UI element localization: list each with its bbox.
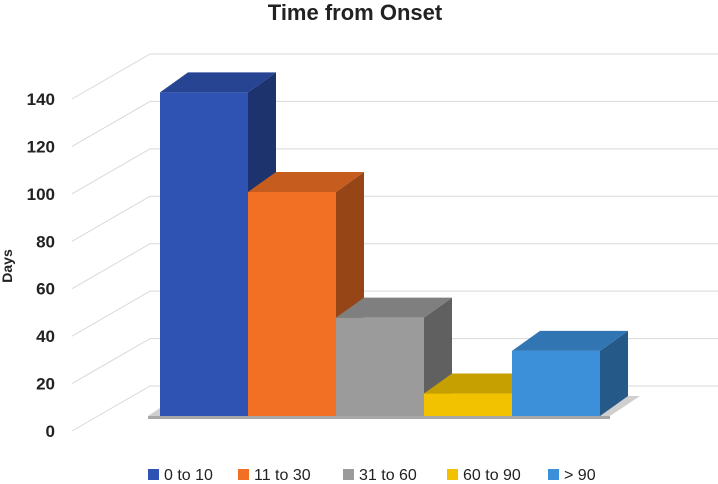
- legend-item: 31 to 60: [343, 467, 417, 484]
- legend: 0 to 10 11 to 30 31 to 60 60 to 90 > 90: [148, 467, 596, 484]
- legend-swatch: [548, 469, 559, 480]
- bar: [336, 297, 452, 416]
- y-axis-label: Days: [0, 249, 15, 283]
- legend-label: 0 to 10: [164, 467, 213, 484]
- legend-label: 31 to 60: [359, 467, 417, 484]
- legend-swatch: [148, 469, 159, 480]
- gridline: [71, 195, 718, 242]
- bar-front: [424, 393, 512, 416]
- legend-item: 11 to 30: [238, 467, 311, 484]
- bar-top: [512, 330, 628, 351]
- legend-swatch: [343, 469, 354, 480]
- gridline: [71, 53, 718, 100]
- y-tick-label: 0: [46, 422, 55, 441]
- gridline: [71, 100, 718, 147]
- bar-top: [336, 297, 452, 318]
- gridline: [71, 148, 718, 195]
- gridline: [71, 290, 718, 337]
- bars: [160, 72, 628, 416]
- y-tick-label: 20: [36, 375, 55, 394]
- y-tick-label: 140: [27, 90, 55, 109]
- y-tick-label: 80: [36, 232, 55, 251]
- y-axis-ticks: 0 20 40 60 80 100 120 140: [27, 90, 55, 441]
- y-tick-label: 120: [27, 137, 55, 156]
- legend-item: 60 to 90: [447, 467, 521, 484]
- legend-label: > 90: [564, 467, 596, 484]
- chart-title: Time from Onset: [268, 0, 443, 25]
- bar-front: [512, 350, 600, 416]
- floor-edge: [148, 416, 610, 419]
- bar-top: [160, 72, 276, 93]
- y-tick-label: 60: [36, 280, 55, 299]
- legend-item: > 90: [548, 467, 596, 484]
- gridline: [71, 243, 718, 290]
- legend-swatch: [238, 469, 249, 480]
- bar-side: [600, 330, 628, 416]
- bar: [248, 171, 364, 416]
- legend-label: 11 to 30: [254, 467, 311, 484]
- legend-item: 0 to 10: [148, 467, 213, 484]
- bar-top: [248, 171, 364, 192]
- bar-front: [336, 317, 424, 416]
- gridlines: [71, 53, 718, 432]
- bar-top: [424, 373, 540, 394]
- legend-label: 60 to 90: [463, 467, 521, 484]
- bar-front: [160, 92, 248, 416]
- y-tick-label: 100: [27, 185, 55, 204]
- bar: [512, 330, 628, 416]
- y-tick-label: 40: [36, 327, 55, 346]
- bar-front: [248, 191, 336, 416]
- legend-swatch: [447, 469, 458, 480]
- gridline: [71, 338, 718, 385]
